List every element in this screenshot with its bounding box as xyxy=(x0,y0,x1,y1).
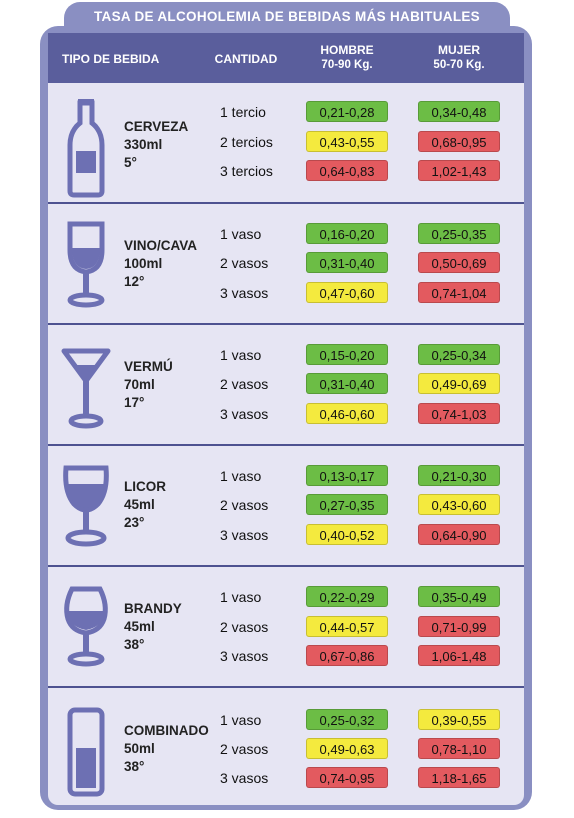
drink-name: CERVEZA xyxy=(124,119,189,134)
quantity-label: 1 vaso xyxy=(220,589,262,605)
quantity-label: 2 vasos xyxy=(220,741,269,757)
woman-rate-badge: 1,18-1,65 xyxy=(418,767,500,788)
drink-row-brandy: BRANDY 45ml 38° 1 vaso 0,22-0,29 0,35-0,… xyxy=(48,567,524,688)
drink-volume: 50ml xyxy=(124,741,155,756)
woman-rate-badge: 0,34-0,48 xyxy=(418,101,500,122)
woman-rate-badge: 0,39-0,55 xyxy=(418,709,500,730)
drink-name: COMBINADO xyxy=(124,723,209,738)
drink-row-vermu: VERMÚ 70ml 17° 1 vaso 0,15-0,20 0,25-0,3… xyxy=(48,325,524,446)
row-divider xyxy=(48,323,524,325)
man-rate-badge: 0,67-0,86 xyxy=(306,645,388,666)
man-rate-badge: 0,21-0,28 xyxy=(306,101,388,122)
drink-row-combinado: COMBINADO 50ml 38° 1 vaso 0,25-0,32 0,39… xyxy=(48,688,524,809)
quantity-label: 3 tercios xyxy=(220,163,273,179)
quantity-label: 2 vasos xyxy=(220,376,269,392)
woman-rate-badge: 0,21-0,30 xyxy=(418,465,500,486)
quantity-label: 3 vasos xyxy=(220,527,269,543)
woman-rate-badge: 1,02-1,43 xyxy=(418,160,500,181)
drink-volume: 45ml xyxy=(124,619,155,634)
quantity-label: 1 vaso xyxy=(220,712,262,728)
page-title: TASA DE ALCOHOLEMIA DE BEBIDAS MÁS HABIT… xyxy=(93,9,480,24)
row-divider xyxy=(48,202,524,204)
man-rate-badge: 0,43-0,55 xyxy=(306,131,388,152)
woman-rate-badge: 0,25-0,35 xyxy=(418,223,500,244)
quantity-label: 1 vaso xyxy=(220,226,262,242)
beer-bottle-icon xyxy=(67,99,105,198)
woman-rate-badge: 0,64-0,90 xyxy=(418,524,500,545)
woman-rate-badge: 0,78-1,10 xyxy=(418,738,500,759)
man-rate-badge: 0,31-0,40 xyxy=(306,252,388,273)
man-rate-badge: 0,64-0,83 xyxy=(306,160,388,181)
martini-glass-icon xyxy=(61,348,111,429)
drink-degrees: 5° xyxy=(124,155,137,170)
quantity-label: 2 vasos xyxy=(220,497,269,513)
header-cantidad: CANTIDAD xyxy=(214,52,278,66)
highball-glass-icon xyxy=(67,707,105,797)
man-rate-badge: 0,31-0,40 xyxy=(306,373,388,394)
quantity-label: 2 vasos xyxy=(220,255,269,271)
man-rate-badge: 0,16-0,20 xyxy=(306,223,388,244)
woman-rate-badge: 0,50-0,69 xyxy=(418,252,500,273)
quantity-label: 1 vaso xyxy=(220,347,262,363)
row-divider xyxy=(48,444,524,446)
drink-degrees: 38° xyxy=(124,637,145,652)
quantity-label: 2 vasos xyxy=(220,619,269,635)
drink-name: VERMÚ xyxy=(124,359,173,374)
woman-rate-badge: 0,25-0,34 xyxy=(418,344,500,365)
table-header: TIPO DE BEBIDA CANTIDAD HOMBRE 70-90 Kg.… xyxy=(48,33,524,83)
wine-glass-icon xyxy=(67,221,105,308)
header-tipo: TIPO DE BEBIDA xyxy=(62,52,160,66)
quantity-label: 1 vaso xyxy=(220,468,262,484)
quantity-label: 3 vasos xyxy=(220,285,269,301)
drink-volume: 330ml xyxy=(124,137,163,152)
man-rate-badge: 0,13-0,17 xyxy=(306,465,388,486)
man-rate-badge: 0,49-0,63 xyxy=(306,738,388,759)
man-rate-badge: 0,22-0,29 xyxy=(306,586,388,607)
woman-rate-badge: 0,49-0,69 xyxy=(418,373,500,394)
drink-volume: 70ml xyxy=(124,377,155,392)
man-rate-badge: 0,27-0,35 xyxy=(306,494,388,515)
quantity-label: 2 tercios xyxy=(220,134,273,150)
quantity-label: 3 vasos xyxy=(220,406,269,422)
drink-degrees: 23° xyxy=(124,515,145,530)
drink-row-cerveza: CERVEZA 330ml 5° 1 tercio 0,21-0,28 0,34… xyxy=(48,83,524,204)
man-rate-badge: 0,25-0,32 xyxy=(306,709,388,730)
man-rate-badge: 0,15-0,20 xyxy=(306,344,388,365)
woman-rate-badge: 0,74-1,04 xyxy=(418,282,500,303)
drink-name: LICOR xyxy=(124,479,166,494)
row-divider xyxy=(48,565,524,567)
drink-volume: 100ml xyxy=(124,256,163,271)
woman-rate-badge: 0,43-0,60 xyxy=(418,494,500,515)
woman-rate-badge: 1,06-1,48 xyxy=(418,645,500,666)
header-mujer-peso: 50-70 Kg. xyxy=(433,59,485,71)
woman-rate-badge: 0,35-0,49 xyxy=(418,586,500,607)
man-rate-badge: 0,47-0,60 xyxy=(306,282,388,303)
quantity-label: 3 vasos xyxy=(220,648,269,664)
title-tab: TASA DE ALCOHOLEMIA DE BEBIDAS MÁS HABIT… xyxy=(64,2,510,34)
brandy-snifter-icon xyxy=(64,586,108,667)
drink-name: BRANDY xyxy=(124,601,182,616)
drink-degrees: 17° xyxy=(124,395,145,410)
drink-name: VINO/CAVA xyxy=(124,238,198,253)
drink-degrees: 12° xyxy=(124,274,145,289)
quantity-label: 1 tercio xyxy=(220,104,266,120)
man-rate-badge: 0,44-0,57 xyxy=(306,616,388,637)
drink-degrees: 38° xyxy=(124,759,145,774)
man-rate-badge: 0,40-0,52 xyxy=(306,524,388,545)
woman-rate-badge: 0,74-1,03 xyxy=(418,403,500,424)
row-divider xyxy=(48,686,524,688)
header-hombre: HOMBRE xyxy=(320,43,374,57)
man-rate-badge: 0,74-0,95 xyxy=(306,767,388,788)
header-mujer: MUJER xyxy=(437,43,480,57)
drink-row-licor: LICOR 45ml 23° 1 vaso 0,13-0,17 0,21-0,3… xyxy=(48,446,524,567)
man-rate-badge: 0,46-0,60 xyxy=(306,403,388,424)
woman-rate-badge: 0,68-0,95 xyxy=(418,131,500,152)
drink-volume: 45ml xyxy=(124,497,155,512)
liqueur-glass-icon xyxy=(63,465,109,547)
woman-rate-badge: 0,71-0,99 xyxy=(418,616,500,637)
drink-row-vino-cava: VINO/CAVA 100ml 12° 1 vaso 0,16-0,20 0,2… xyxy=(48,204,524,325)
quantity-label: 3 vasos xyxy=(220,770,269,786)
header-hombre-peso: 70-90 Kg. xyxy=(321,59,373,71)
